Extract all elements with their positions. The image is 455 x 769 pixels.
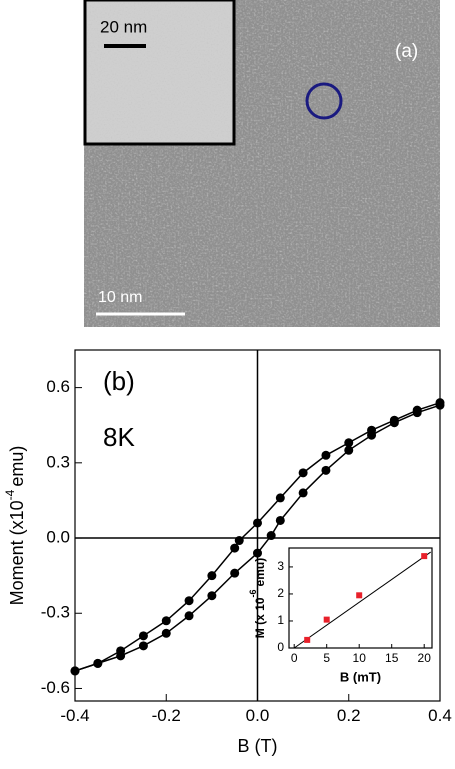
data-point [356, 592, 363, 599]
data-point [161, 616, 171, 626]
data-point [207, 591, 217, 601]
y-axis-label: M (x 10-6 emu) [248, 558, 267, 638]
x-tick-label: 20 [418, 651, 432, 665]
data-point [304, 636, 311, 643]
data-point [421, 553, 428, 560]
x-tick-label: 0.2 [337, 706, 361, 725]
data-point [93, 658, 103, 668]
y-axis-label-text: M (x 10 [253, 597, 267, 638]
y-tick-label: -0.6 [41, 678, 70, 697]
data-point [298, 468, 308, 478]
data-point [298, 488, 308, 498]
y-tick-label: 3 [277, 559, 284, 573]
y-axis-label-sup: -4 [3, 489, 17, 500]
x-axis-label: B (T) [238, 736, 278, 756]
annotation: (b) [103, 366, 135, 396]
data-point [389, 415, 399, 425]
annotation: 8K [103, 422, 135, 452]
x-tick-label: -0.4 [60, 706, 89, 725]
y-axis-label-unit: emu) [7, 446, 27, 487]
data-point [435, 398, 445, 408]
data-point [412, 405, 422, 415]
data-point [321, 465, 331, 475]
data-point [253, 548, 262, 558]
data-point [184, 611, 194, 621]
x-tick-label: 0.0 [246, 706, 270, 725]
y-tick-label: -0.3 [41, 603, 70, 622]
micrograph-panel: 20 nm (a) 10 nm [83, 0, 440, 327]
y-axis-label-text: Moment (x10 [7, 500, 27, 605]
x-axis-label: B (mT) [340, 669, 381, 684]
y-tick-label: 1 [277, 613, 284, 627]
x-tick-label: -0.2 [152, 706, 181, 725]
data-point [116, 646, 126, 656]
y-tick-label: 0 [277, 640, 284, 654]
data-point [230, 568, 240, 578]
data-point [367, 425, 377, 435]
y-tick-label: 0.3 [46, 452, 70, 471]
data-point [275, 515, 285, 525]
panel-label: (a) [395, 41, 418, 62]
data-point [275, 493, 285, 503]
data-point [70, 666, 80, 676]
x-tick-label: 10 [353, 651, 367, 665]
data-point [184, 596, 194, 606]
y-tick-label: 2 [277, 586, 284, 600]
data-point [138, 641, 148, 651]
inset-texture [87, 2, 232, 142]
data-point [253, 518, 262, 528]
y-tick-label: 0.0 [46, 528, 70, 547]
data-point [323, 616, 330, 623]
fit-line [293, 551, 431, 649]
data-point [266, 531, 276, 541]
highlight-circle [305, 82, 343, 120]
y-axis-label-sup: -6 [248, 589, 258, 597]
data-point [138, 631, 148, 641]
x-tick-label: 15 [385, 651, 399, 665]
scale-label: 10 nm [98, 289, 142, 306]
data-point [344, 445, 354, 455]
x-tick-label: 0.4 [428, 706, 452, 725]
plot-frame [288, 547, 433, 649]
y-axis-label-unit: emu) [253, 558, 267, 587]
y-axis-label: Moment (x10-4 emu) [3, 446, 27, 606]
data-point [321, 450, 331, 460]
x-tick-label: 0 [291, 651, 298, 665]
data-point [230, 543, 240, 553]
x-tick-label: 5 [323, 651, 330, 665]
data-point [234, 536, 244, 546]
data-point [161, 628, 171, 638]
data-point [344, 438, 354, 448]
y-tick-label: 0.6 [46, 377, 70, 396]
data-point [207, 571, 217, 581]
inset-scale-label: 20 nm [100, 17, 147, 36]
